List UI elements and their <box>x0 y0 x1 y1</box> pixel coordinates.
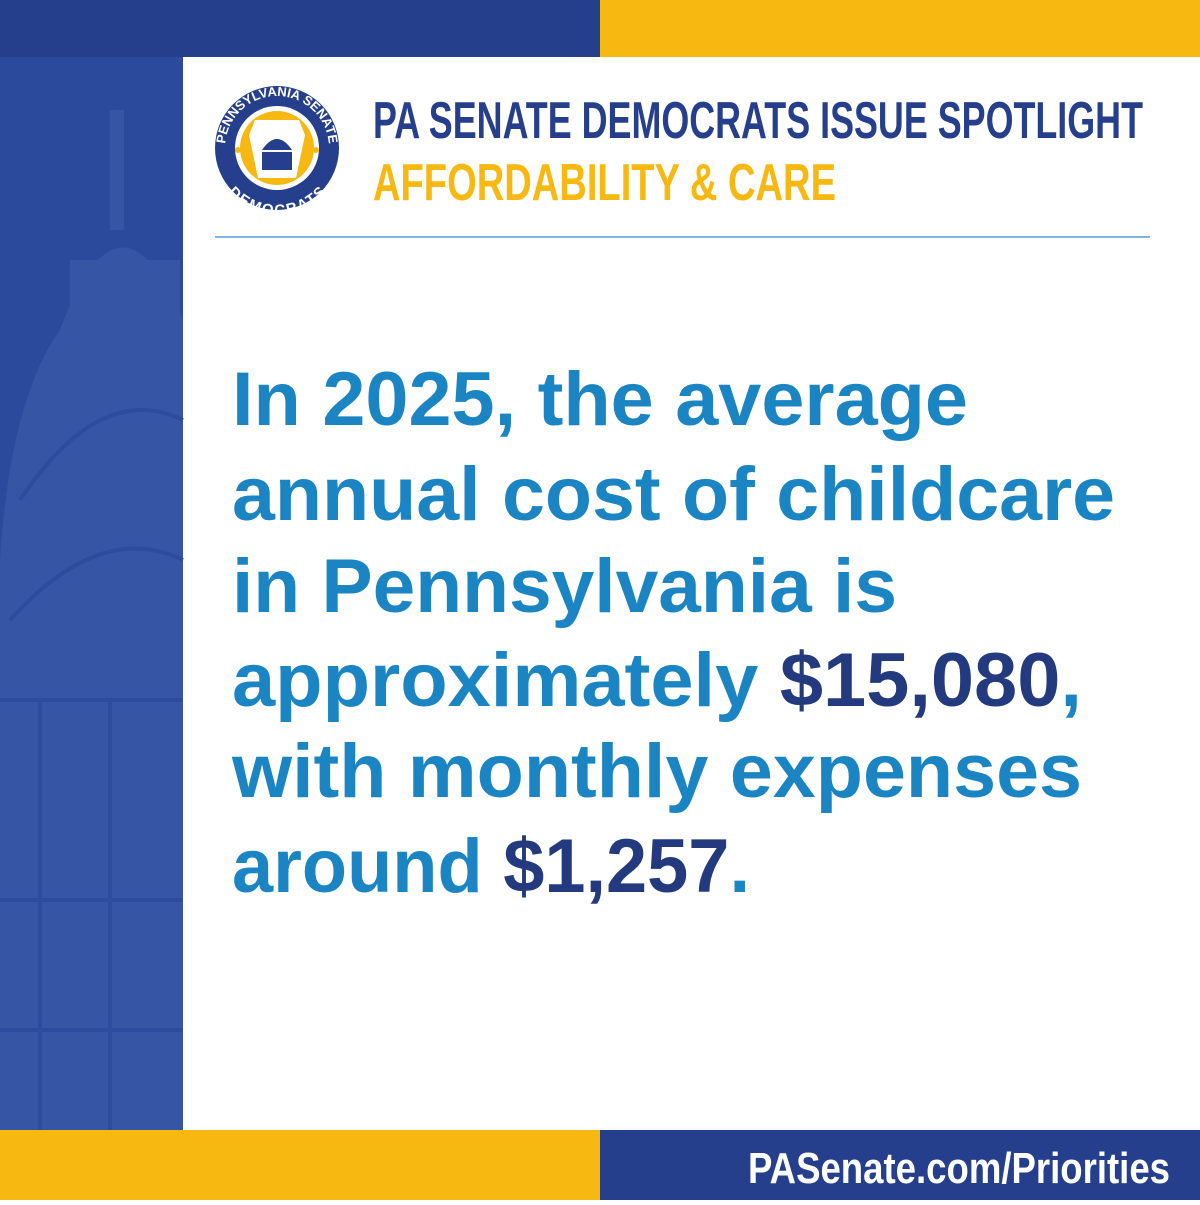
body-line: in Pennsylvania is <box>232 544 897 629</box>
bottom-bar-blue <box>600 1130 1200 1200</box>
body-text: approximately <box>232 638 780 723</box>
body-line: around $1,257. <box>232 824 750 909</box>
body-text: annual cost of childcare <box>232 452 1115 537</box>
top-bar-yellow <box>600 0 1200 57</box>
bottom-bar-yellow <box>0 1130 600 1200</box>
top-bar-blue <box>0 0 600 57</box>
side-panel <box>0 57 184 1130</box>
body-line: In 2025, the average <box>232 357 968 442</box>
highlight-amount: $15,080 <box>780 638 1061 723</box>
title: PA SENATE DEMOCRATS ISSUE SPOTLIGHT <box>373 92 1143 150</box>
highlight-amount: $1,257 <box>503 824 729 909</box>
body-text: In 2025, the average <box>232 357 968 442</box>
body-text: with monthly expenses <box>231 729 1082 814</box>
footer-url: PASenate.com/Priorities <box>748 1144 1170 1193</box>
body-text: , <box>1060 638 1082 723</box>
body-text: in Pennsylvania is <box>232 544 897 629</box>
subtitle: AFFORDABILITY & CARE <box>373 154 836 212</box>
body-line: with monthly expenses <box>231 729 1082 814</box>
body-text: around <box>232 824 503 909</box>
body-text: . <box>729 824 750 909</box>
body-line: approximately $15,080, <box>232 638 1082 723</box>
body-line: annual cost of childcare <box>232 452 1115 537</box>
